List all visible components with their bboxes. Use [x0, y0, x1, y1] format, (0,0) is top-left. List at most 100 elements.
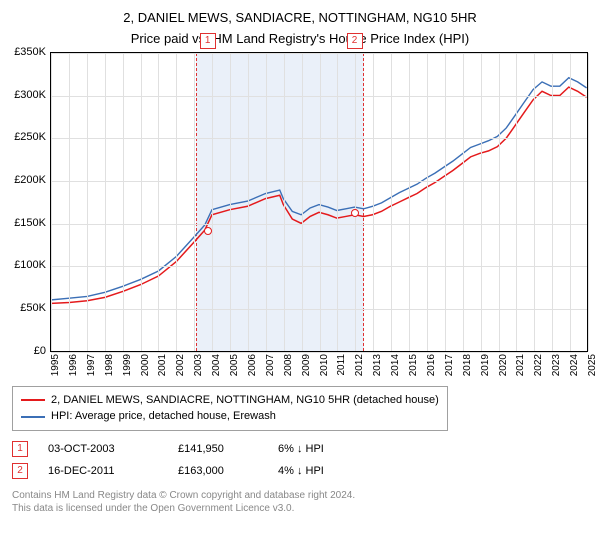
data-point-id: 1 [12, 441, 28, 457]
y-tick-label: £200K [14, 174, 46, 186]
gridline-v [51, 53, 52, 351]
y-axis-labels: £0£50K£100K£150K£200K£250K£300K£350K [12, 52, 50, 352]
x-tick-label: 2014 [390, 354, 401, 376]
x-tick-label: 2020 [498, 354, 509, 376]
x-tick-label: 1995 [50, 354, 61, 376]
gridline-v [320, 53, 321, 351]
legend-item: HPI: Average price, detached house, Erew… [21, 408, 439, 425]
data-points-table: 1 03-OCT-2003 £141,950 6% ↓ HPI 2 16-DEC-2011… [12, 441, 588, 479]
y-tick-label: £0 [34, 345, 46, 357]
gridline-v [194, 53, 195, 351]
x-tick-label: 1997 [86, 354, 97, 376]
gridline-v [552, 53, 553, 351]
sale-marker-label-2: 2 [347, 33, 363, 49]
x-tick-label: 2013 [372, 354, 383, 376]
data-point-date: 16-DEC-2011 [48, 465, 158, 477]
x-tick-label: 2024 [569, 354, 580, 376]
x-tick-label: 2007 [265, 354, 276, 376]
gridline-v [141, 53, 142, 351]
data-point-row: 2 16-DEC-2011 £163,000 4% ↓ HPI [12, 463, 588, 479]
gridline-v [123, 53, 124, 351]
gridline-v [105, 53, 106, 351]
x-tick-label: 2001 [157, 354, 168, 376]
gridline-v [534, 53, 535, 351]
gridline-v [69, 53, 70, 351]
x-tick-label: 2003 [193, 354, 204, 376]
gridline-v [337, 53, 338, 351]
y-tick-label: £100K [14, 259, 46, 271]
x-tick-label: 2006 [247, 354, 258, 376]
x-tick-label: 2016 [426, 354, 437, 376]
y-tick-label: £150K [14, 217, 46, 229]
gridline-v [499, 53, 500, 351]
gridline-v [158, 53, 159, 351]
data-point-delta: 6% ↓ HPI [278, 443, 324, 455]
x-tick-label: 2018 [462, 354, 473, 376]
footnote-line2: This data is licensed under the Open Gov… [12, 502, 588, 515]
x-tick-label: 2000 [140, 354, 151, 376]
gridline-v [302, 53, 303, 351]
y-tick-label: £250K [14, 131, 46, 143]
gridline-v [373, 53, 374, 351]
x-tick-label: 2009 [301, 354, 312, 376]
data-point-row: 1 03-OCT-2003 £141,950 6% ↓ HPI [12, 441, 588, 457]
legend-box: 2, DANIEL MEWS, SANDIACRE, NOTTINGHAM, N… [12, 386, 448, 431]
gridline-v [445, 53, 446, 351]
gridline-v [266, 53, 267, 351]
legend-label: 2, DANIEL MEWS, SANDIACRE, NOTTINGHAM, N… [51, 392, 439, 409]
gridline-v [284, 53, 285, 351]
x-tick-label: 2011 [336, 354, 347, 376]
x-tick-label: 2025 [587, 354, 598, 376]
gridline-v [570, 53, 571, 351]
gridline-v [427, 53, 428, 351]
plot-area: 12 [50, 52, 588, 352]
gridline-v [212, 53, 213, 351]
legend-label: HPI: Average price, detached house, Erew… [51, 408, 276, 425]
x-tick-label: 1999 [122, 354, 133, 376]
price-chart: £0£50K£100K£150K£200K£250K£300K£350K 12 … [12, 52, 588, 376]
gridline-v [463, 53, 464, 351]
chart-title-line2: Price paid vs. HM Land Registry's House … [12, 31, 588, 46]
x-tick-label: 2008 [283, 354, 294, 376]
gridline-v [87, 53, 88, 351]
footnote: Contains HM Land Registry data © Crown c… [12, 489, 588, 515]
x-axis-labels: 1995 1996 1997 1998 1999 2000 2001 2002 2003 2004… [50, 352, 588, 376]
gridline-v [391, 53, 392, 351]
gridline-v [409, 53, 410, 351]
sale-marker-label-1: 1 [200, 33, 216, 49]
gridline-v [516, 53, 517, 351]
gridline-v [230, 53, 231, 351]
sale-marker-1 [204, 227, 212, 235]
y-tick-label: £350K [14, 46, 46, 58]
x-tick-label: 2012 [354, 354, 365, 376]
x-tick-label: 2019 [480, 354, 491, 376]
footnote-line1: Contains HM Land Registry data © Crown c… [12, 489, 588, 502]
x-tick-label: 2023 [551, 354, 562, 376]
x-tick-label: 1996 [68, 354, 79, 376]
x-tick-label: 2017 [444, 354, 455, 376]
y-tick-label: £300K [14, 89, 46, 101]
data-point-price: £163,000 [178, 465, 258, 477]
gridline-v [588, 53, 589, 351]
gridline-v [176, 53, 177, 351]
legend-swatch [21, 416, 45, 418]
sale-marker-2 [351, 209, 359, 217]
gridline-v [481, 53, 482, 351]
x-tick-label: 2010 [319, 354, 330, 376]
x-tick-label: 2021 [515, 354, 526, 376]
data-point-id: 2 [12, 463, 28, 479]
x-tick-label: 1998 [104, 354, 115, 376]
y-tick-label: £50K [20, 302, 46, 314]
x-tick-label: 2022 [533, 354, 544, 376]
data-point-date: 03-OCT-2003 [48, 443, 158, 455]
x-tick-label: 2002 [175, 354, 186, 376]
x-tick-label: 2005 [229, 354, 240, 376]
data-point-price: £141,950 [178, 443, 258, 455]
gridline-v [355, 53, 356, 351]
legend-item: 2, DANIEL MEWS, SANDIACRE, NOTTINGHAM, N… [21, 392, 439, 409]
legend-swatch [21, 399, 45, 401]
gridline-v [248, 53, 249, 351]
x-tick-label: 2004 [211, 354, 222, 376]
chart-title-line1: 2, DANIEL MEWS, SANDIACRE, NOTTINGHAM, N… [12, 10, 588, 27]
data-point-delta: 4% ↓ HPI [278, 465, 324, 477]
